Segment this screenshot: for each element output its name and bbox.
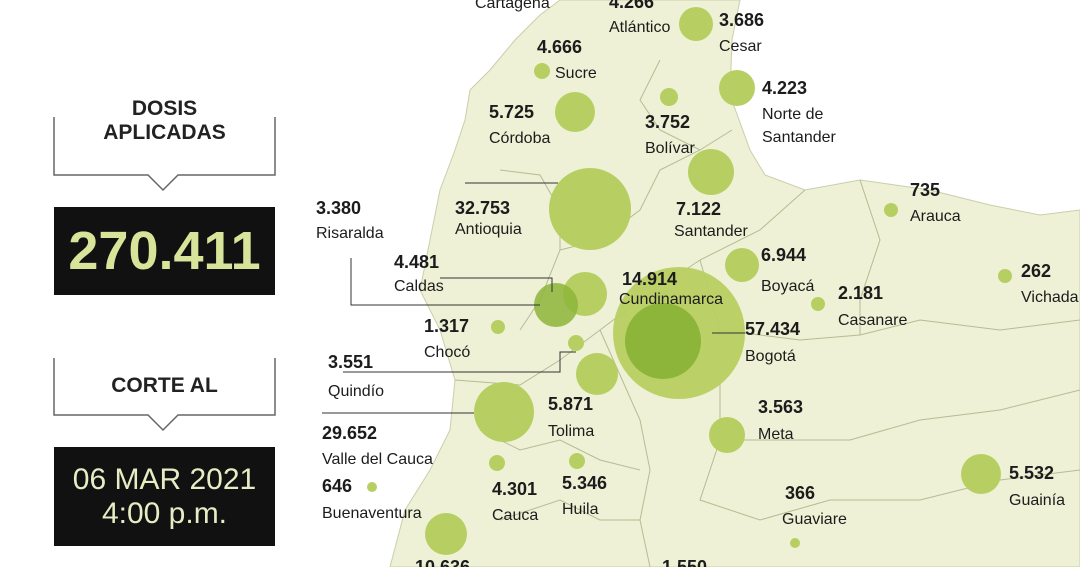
label-cartagena: Cartagena [475,0,550,12]
value-bolivar: 3.752 [645,112,690,132]
bubble-cauca [489,455,505,471]
value-bogota: 57.434 [745,319,800,339]
label-buenaventura: Buenaventura [322,505,422,522]
value-meta: 3.563 [758,397,803,417]
bubble-choco [491,320,505,334]
label-caldas: Caldas [394,278,444,295]
value-atlantico: 4.266 [609,0,654,12]
value-caldas: 4.481 [394,252,439,272]
value-cundinamarca: 14.914 [622,269,677,289]
label-guaviare: Guaviare [782,511,847,528]
bubble-tolima [576,353,618,395]
bubble-narino [425,513,467,555]
corte-date: 06 MAR 2021 [72,463,257,496]
value-choco: 1.317 [424,316,469,336]
bubble-cesar [660,88,678,106]
label-valle: Valle del Cauca [322,451,433,468]
value-norte-santander: 4.223 [762,78,807,98]
value-huila: 5.346 [562,473,607,493]
label-sucre: Sucre [555,65,597,82]
value-tolima: 5.871 [548,394,593,414]
bubble-quindio [568,335,584,351]
bubbles [367,7,1012,555]
label-norte-santander: Norte de [762,106,823,123]
bubble-guaviare [790,538,800,548]
bubble-santander [688,149,734,195]
value-valle: 29.652 [322,423,377,443]
bubble-risaralda [534,283,578,327]
value-sucre: 4.666 [537,37,582,57]
value-vichada: 262 [1021,261,1051,281]
value-quindio: 3.551 [328,352,373,372]
label-guainia: Guainía [1009,492,1065,509]
value-cesar: 3.686 [719,10,764,30]
bubble-huila [569,453,585,469]
label-atlantico: Atlántico [609,19,670,36]
label-huila: Huila [562,501,599,518]
corte-time: 4:00 p.m. [101,497,228,530]
value-guaviare: 366 [785,483,815,503]
dosis-title-line2: APLICADAS [103,121,226,144]
value-arauca: 735 [910,180,940,200]
label-antioquia: Antioquia [455,221,522,238]
label-choco: Chocó [424,344,470,361]
bubble-boyaca [725,248,759,282]
label-meta: Meta [758,426,794,443]
bubble-meta [709,417,745,453]
value-cauca: 4.301 [492,479,537,499]
value-buenaventura: 646 [322,476,352,496]
bubble-atlantico [679,7,713,41]
value-cordoba: 5.725 [489,102,534,122]
corte-date-box: 06 MAR 2021 4:00 p.m. [54,447,275,546]
dosis-title: DOSIS APLICADAS [54,97,275,145]
label-vichada: Vichada [1021,289,1079,306]
label-casanare: Casanare [838,312,907,329]
bubble-guainia [961,454,1001,494]
label-tolima: Tolima [548,423,594,440]
dosis-total-box: 270.411 [54,207,275,295]
bubble-casanare [811,297,825,311]
callout-brackets [53,117,276,432]
value-caqueta: 1.550 [662,557,707,567]
label-quindio: Quindío [328,383,384,400]
bubble-valle [474,382,534,442]
dosis-total: 270.411 [68,221,261,281]
value-boyaca: 6.944 [761,245,806,265]
dosis-title-line1: DOSIS [131,97,198,120]
label-bolivar: Bolívar [645,140,695,157]
bubble-vichada [998,269,1012,283]
bubble-cordoba [555,92,595,132]
label-boyaca: Boyacá [761,278,814,295]
corte-title: CORTE AL [111,374,218,397]
bubble-buenaventura [367,482,377,492]
summary-sidebar: DOSIS APLICADAS 270.411 CORTE AL 06 MAR … [0,0,300,567]
label-cauca: Cauca [492,507,538,524]
value-narino: 10.636 [415,557,470,567]
bubble-norte-santander [719,70,755,106]
label-arauca: Arauca [910,208,961,225]
bubble-antioquia [549,168,631,250]
label-norte-santander-2: Santander [762,129,837,146]
value-antioquia: 32.753 [455,198,510,218]
label-cundinamarca: Cundinamarca [619,291,723,308]
label-cesar: Cesar [719,38,762,55]
value-risaralda: 3.380 [316,198,361,218]
leader-lines [322,182,745,414]
label-risaralda: Risaralda [316,225,384,242]
bubble-cundinamarca [625,303,701,379]
bubble-arauca [884,203,898,217]
label-cordoba: Córdoba [489,130,550,147]
bubble-sucre [534,63,550,79]
label-bogota: Bogotá [745,348,796,365]
map-labels: Cartagena 4.266 Atlántico 3.686 Cesar 4.… [316,0,1079,567]
colombia-landmass [389,0,1080,567]
value-santander: 7.122 [676,199,721,219]
label-santander: Santander [674,223,749,240]
value-casanare: 2.181 [838,283,883,303]
value-guainia: 5.532 [1009,463,1054,483]
